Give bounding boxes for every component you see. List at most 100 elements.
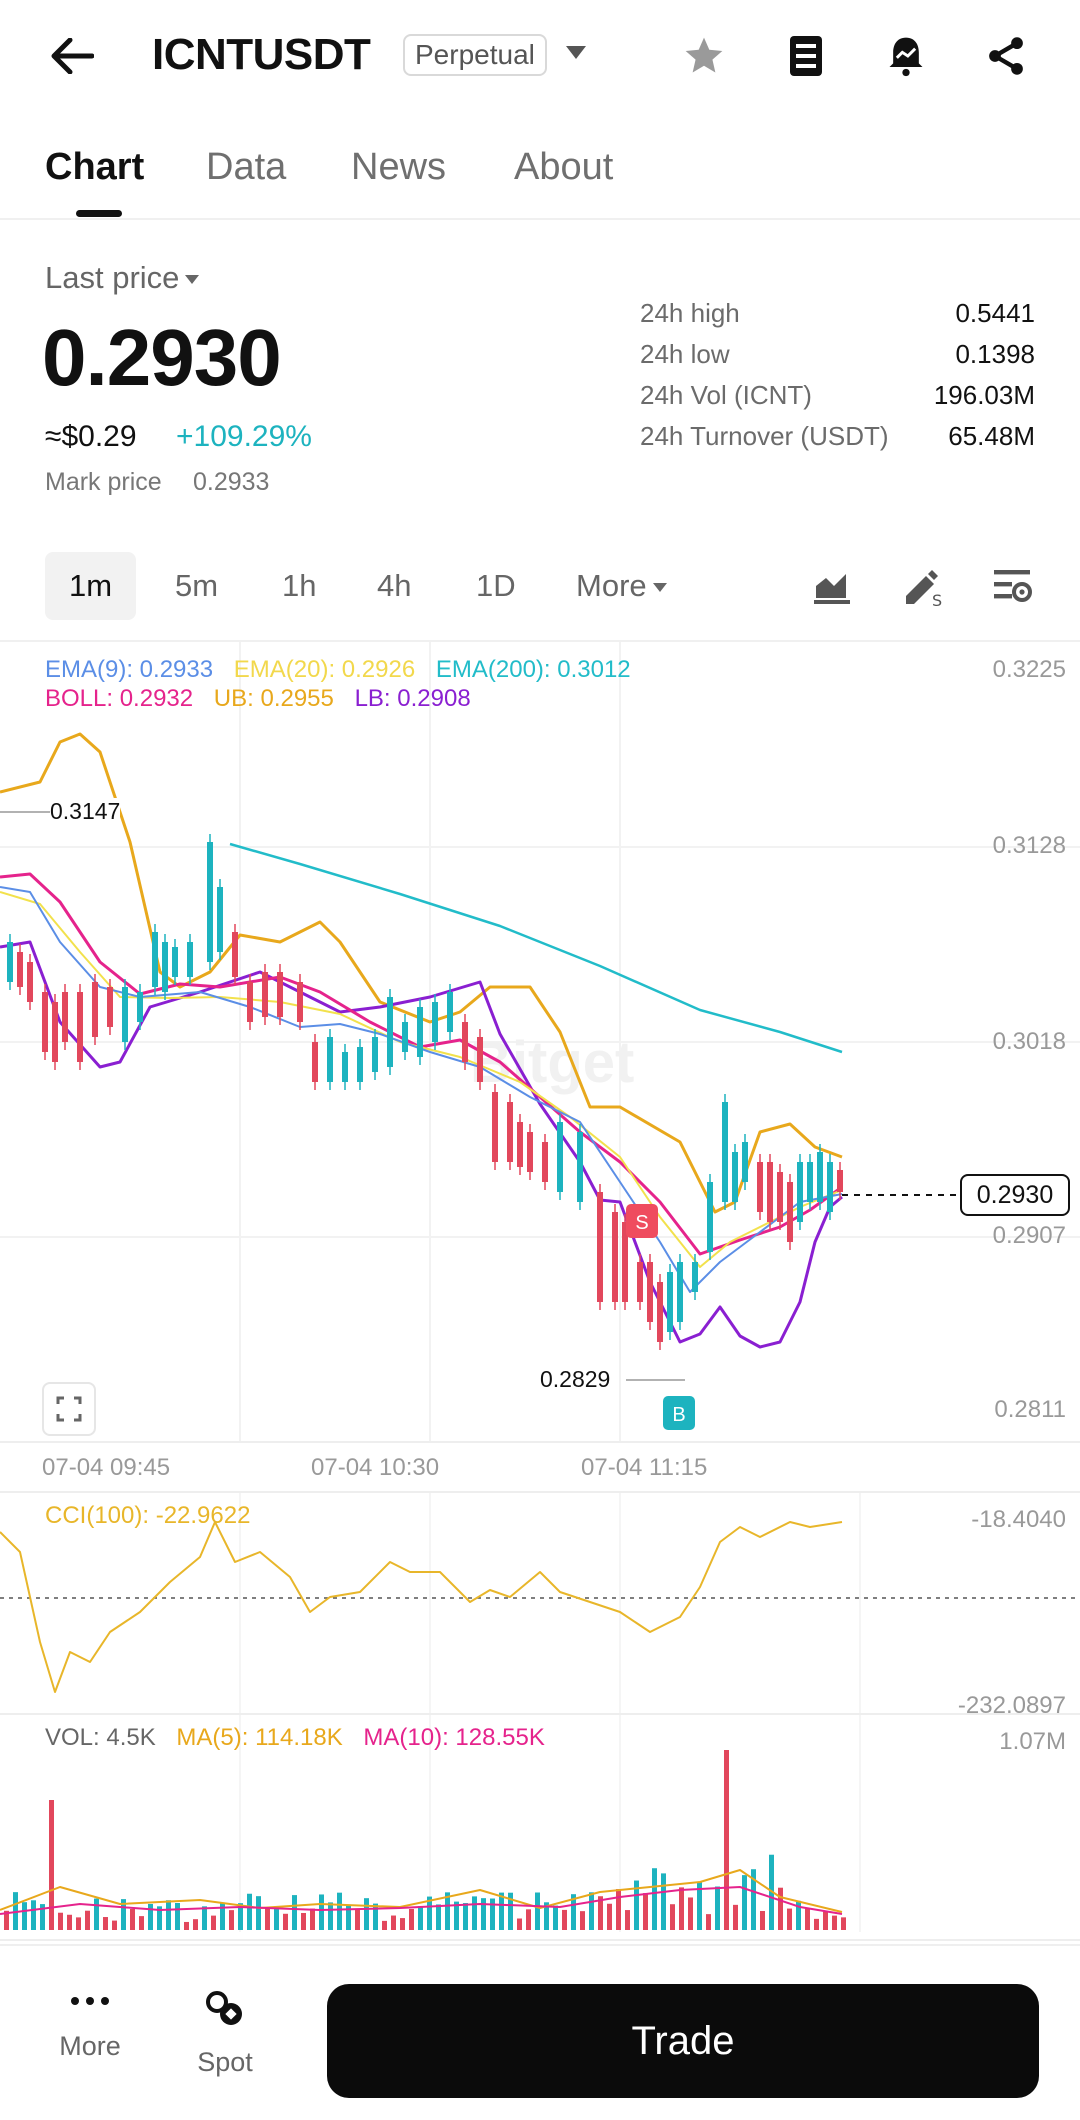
volume-bar	[265, 1907, 270, 1930]
stat-row: 24h Vol (ICNT) 196.03M	[640, 380, 1035, 420]
candle-body	[777, 1172, 783, 1222]
volume-bar	[616, 1889, 621, 1930]
candle-body	[837, 1170, 843, 1192]
volume-bar	[175, 1902, 180, 1930]
volume-bar	[67, 1914, 72, 1930]
candle-body	[247, 982, 253, 1022]
volume-bar	[652, 1868, 657, 1930]
chart-settings-icon[interactable]	[988, 562, 1036, 610]
volume-bar	[436, 1904, 441, 1930]
chart-type-icon[interactable]	[808, 562, 856, 610]
interval-1h[interactable]: 1h	[282, 568, 317, 603]
fullscreen-button[interactable]	[42, 1382, 96, 1436]
tab-news[interactable]: News	[351, 146, 447, 188]
volume-bar	[571, 1894, 576, 1930]
cci-axis-label: -18.4040	[971, 1506, 1066, 1533]
volume-bar	[409, 1908, 414, 1930]
interval-1d[interactable]: 1D	[476, 568, 516, 603]
volume-bar	[481, 1898, 486, 1930]
price-chart-canvas[interactable]: Bitget S B	[0, 642, 1080, 1942]
trade-button[interactable]: Trade	[327, 1984, 1039, 2098]
volume-bar	[283, 1913, 288, 1930]
orderbook-icon[interactable]	[780, 30, 832, 82]
back-arrow-icon[interactable]	[44, 28, 100, 84]
top-bar: ICNTUSDT Perpetual	[0, 0, 1080, 112]
volume-bar	[544, 1902, 549, 1930]
more-button[interactable]: More	[40, 1986, 140, 2062]
candle-body	[492, 1092, 498, 1162]
volume-bar	[589, 1892, 594, 1930]
candle-body	[597, 1192, 603, 1302]
candle-body	[732, 1152, 738, 1202]
stat-row: 24h Turnover (USDT) 65.48M	[640, 421, 1035, 461]
volume-bar	[22, 1902, 27, 1930]
volume-bar	[310, 1908, 315, 1930]
interval-4h[interactable]: 4h	[377, 568, 412, 603]
volume-bar	[706, 1914, 711, 1930]
time-axis-label: 07-04 11:15	[581, 1454, 708, 1481]
volume-bar	[490, 1898, 495, 1930]
volume-bar	[715, 1886, 720, 1930]
candle-body	[217, 887, 223, 952]
volume-ma10-line	[0, 1886, 843, 1915]
contract-type-badge[interactable]: Perpetual	[403, 34, 547, 76]
cci-legend: CCI(100): -22.9622	[45, 1502, 264, 1530]
volume-bar	[373, 1903, 378, 1930]
volume-bar	[211, 1915, 216, 1930]
last-price-selector[interactable]: Last price	[45, 260, 200, 296]
volume-ma5-line	[0, 1869, 843, 1913]
watermark: Bitget	[470, 1030, 634, 1095]
volume-bar	[697, 1882, 702, 1930]
tab-about[interactable]: About	[514, 146, 614, 188]
candle-body	[667, 1272, 673, 1332]
candle-body	[342, 1052, 348, 1082]
symbol-title[interactable]: ICNTUSDT	[152, 30, 371, 79]
stat-value: 65.48M	[948, 421, 1035, 451]
volume-bar	[58, 1912, 63, 1930]
bottom-action-bar: More Spot Trade	[0, 1944, 1080, 2120]
favorite-star-icon[interactable]	[678, 30, 730, 82]
volume-bar	[562, 1909, 567, 1930]
interval-5m[interactable]: 5m	[175, 568, 219, 603]
volume-bar	[40, 1904, 45, 1930]
volume-bar	[553, 1905, 558, 1930]
volume-bar	[382, 1920, 387, 1930]
mark-price-label: Mark price	[45, 468, 162, 496]
volume-bar	[832, 1915, 837, 1930]
tab-data[interactable]: Data	[206, 146, 287, 188]
candle-body	[387, 997, 393, 1067]
last-price-label: Last price	[45, 260, 180, 295]
interval-1m[interactable]: 1m	[45, 552, 137, 620]
volume-bar	[400, 1918, 405, 1930]
candle-body	[612, 1212, 618, 1302]
volume-bar	[355, 1908, 360, 1930]
symbol-dropdown-icon[interactable]	[566, 46, 586, 59]
candle-body	[27, 962, 33, 1002]
usd-price: ≈$0.29	[45, 420, 137, 453]
candle-body	[152, 932, 158, 987]
volume-bar	[526, 1909, 531, 1930]
chart-area[interactable]: Bitget S B EMA(9): 0.2933 EMA(20): 0.2926 …	[0, 640, 1080, 1942]
candle-body	[107, 987, 113, 1027]
drawing-tools-icon[interactable]: S	[898, 562, 946, 610]
buy-marker-badge	[663, 1396, 695, 1430]
buy-marker-label: B	[672, 1404, 685, 1426]
ema-legend: EMA(9): 0.2933 EMA(20): 0.2926 EMA(200):…	[45, 656, 645, 684]
interval-more-button[interactable]: More	[552, 552, 691, 620]
volume-bar	[625, 1910, 630, 1930]
volume-bar	[607, 1903, 612, 1930]
candle-body	[817, 1152, 823, 1202]
volume-bar	[202, 1906, 207, 1930]
candle-body	[372, 1037, 378, 1072]
volume-bar	[301, 1912, 306, 1930]
candle-body	[417, 1007, 423, 1057]
candle-body	[677, 1262, 683, 1322]
volume-bar	[31, 1900, 36, 1930]
volume-bar	[760, 1910, 765, 1930]
candle-body	[232, 932, 238, 977]
volume-bar	[148, 1903, 153, 1930]
tab-chart[interactable]: Chart	[45, 146, 145, 188]
share-icon[interactable]	[980, 30, 1032, 82]
spot-button[interactable]: Spot	[175, 1986, 275, 2078]
price-alert-bell-icon[interactable]	[880, 30, 932, 82]
